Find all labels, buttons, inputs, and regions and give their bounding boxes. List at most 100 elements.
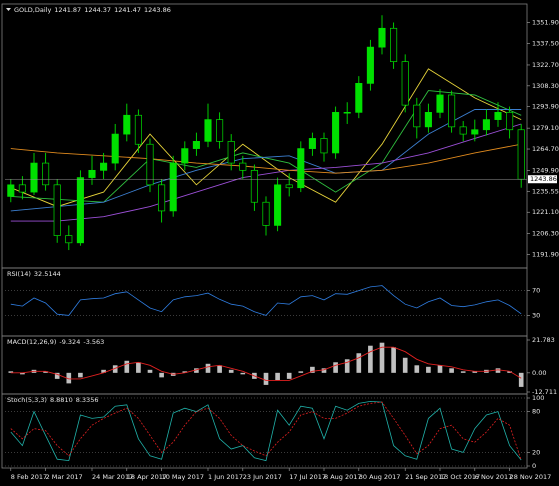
macd-bar bbox=[43, 371, 48, 373]
x-tick-label: 18 Apr 2017 bbox=[127, 473, 167, 481]
y-tick-label: 1337.50 bbox=[532, 40, 559, 48]
x-tick-label: 1 Jun 2017 bbox=[208, 473, 243, 481]
macd-bar bbox=[344, 359, 350, 373]
macd-bar bbox=[414, 365, 420, 373]
candle-body bbox=[366, 46, 374, 84]
macd-bar bbox=[286, 372, 292, 379]
x-tick-label: 6 Nov 2017 bbox=[475, 473, 513, 481]
current-price-label: 1243.86 bbox=[530, 175, 557, 183]
candle-body bbox=[134, 114, 142, 145]
indicator-name: GOLD,Daily bbox=[14, 6, 51, 14]
candle-body bbox=[424, 112, 432, 128]
candle-body bbox=[53, 184, 61, 236]
candle-body bbox=[436, 94, 444, 113]
y-tick-label: 0.00 bbox=[532, 369, 546, 377]
macd-bar bbox=[426, 366, 431, 373]
candle-body bbox=[146, 143, 154, 186]
y-tick-label: 0 bbox=[532, 462, 536, 470]
current-price-box bbox=[528, 175, 557, 184]
moving-average bbox=[10, 123, 522, 222]
y-tick-label: 1221.10 bbox=[532, 208, 559, 216]
indicator-name: RSI(14) bbox=[7, 270, 31, 278]
candle-body bbox=[227, 140, 235, 164]
candle-body bbox=[343, 112, 351, 114]
candle-body bbox=[88, 169, 96, 178]
candle-body bbox=[355, 83, 363, 113]
macd-bar bbox=[472, 371, 478, 373]
candle-body bbox=[448, 94, 456, 128]
candle-body bbox=[471, 129, 479, 135]
indicator-line bbox=[10, 400, 522, 462]
macd-bar bbox=[8, 371, 14, 373]
candle-body bbox=[7, 184, 15, 197]
panel-title: RSI(14) 32.5144 bbox=[7, 270, 61, 278]
x-tick-label: 8 Feb 2017 bbox=[11, 473, 47, 481]
candle-body bbox=[204, 119, 212, 142]
y-tick-label: 1206.30 bbox=[532, 230, 559, 238]
macd-bar bbox=[205, 363, 211, 373]
moving-average bbox=[10, 109, 522, 212]
y-tick-label: 1249.90 bbox=[532, 166, 559, 174]
candle-body bbox=[285, 184, 293, 189]
y-tick-label: 1264.70 bbox=[532, 145, 559, 153]
candle-body bbox=[239, 162, 247, 171]
macd-bar bbox=[182, 371, 188, 373]
panel-title: MACD(12,26,9) -9.324 -3.563 bbox=[7, 338, 104, 346]
x-tick-label: 24 Mar 2017 bbox=[92, 473, 133, 481]
y-tick-label: 1279.10 bbox=[532, 124, 559, 132]
macd-bar bbox=[437, 365, 443, 373]
indicator-value: 8.3356 bbox=[76, 396, 99, 404]
macd-bar bbox=[136, 362, 141, 373]
y-tick-label: 1293.90 bbox=[532, 103, 559, 111]
indicator-value: 8.8810 bbox=[50, 396, 73, 404]
macd-bar bbox=[321, 368, 327, 373]
moving-average bbox=[10, 143, 522, 174]
x-tick-label: 13 Oct 2017 bbox=[440, 473, 480, 481]
candle-body bbox=[100, 162, 108, 171]
macd-bar bbox=[20, 372, 25, 375]
candle-body bbox=[494, 112, 502, 120]
macd-bar bbox=[333, 362, 338, 373]
candle-body bbox=[517, 129, 525, 180]
macd-bar bbox=[66, 372, 72, 384]
y-tick-label: 1351.90 bbox=[532, 19, 559, 27]
macd-bar bbox=[159, 372, 164, 378]
macd-bar bbox=[368, 345, 373, 373]
indicator-name: Stoch(5,3,3) bbox=[7, 396, 47, 404]
candle-body bbox=[42, 162, 50, 186]
candle-body bbox=[378, 27, 386, 48]
candle-body bbox=[158, 184, 166, 212]
indicator-name: MACD(12,26,9) bbox=[7, 338, 56, 346]
macd-bar bbox=[298, 371, 304, 373]
macd-bar bbox=[379, 342, 385, 373]
indicator-value: 32.5144 bbox=[34, 270, 61, 278]
x-tick-label: 17 Jul 2017 bbox=[289, 473, 326, 481]
candle-body bbox=[274, 184, 282, 226]
indicator-value: -9.324 bbox=[59, 338, 80, 346]
macd-bar bbox=[495, 368, 501, 373]
macd-bar bbox=[402, 357, 408, 373]
macd-bar bbox=[228, 369, 234, 373]
candle-body bbox=[308, 138, 316, 149]
moving-average bbox=[10, 90, 522, 203]
panel-title: GOLD,Daily 1241.87 1244.37 1241.47 1243.86 bbox=[14, 6, 171, 14]
y-tick-label: 80 bbox=[532, 408, 540, 416]
macd-bar bbox=[310, 366, 315, 373]
candle-body bbox=[297, 148, 305, 189]
macd-bar bbox=[101, 369, 106, 373]
macd-bar bbox=[356, 353, 362, 373]
x-tick-label: 30 Aug 2017 bbox=[359, 473, 401, 481]
candle-body bbox=[181, 148, 189, 164]
macd-bar bbox=[275, 372, 280, 381]
x-tick-label: 8 Aug 2017 bbox=[324, 473, 362, 481]
panel-title: Stoch(5,3,3) 8.8810 8.3356 bbox=[7, 396, 98, 404]
y-tick-label: 20 bbox=[532, 448, 540, 456]
y-tick-label: 1235.55 bbox=[532, 187, 559, 195]
macd-bar bbox=[507, 371, 512, 373]
macd-bar bbox=[217, 365, 222, 373]
moving-average bbox=[10, 68, 522, 208]
indicator-line bbox=[10, 285, 522, 316]
y-tick-label: 21.783 bbox=[532, 336, 555, 344]
